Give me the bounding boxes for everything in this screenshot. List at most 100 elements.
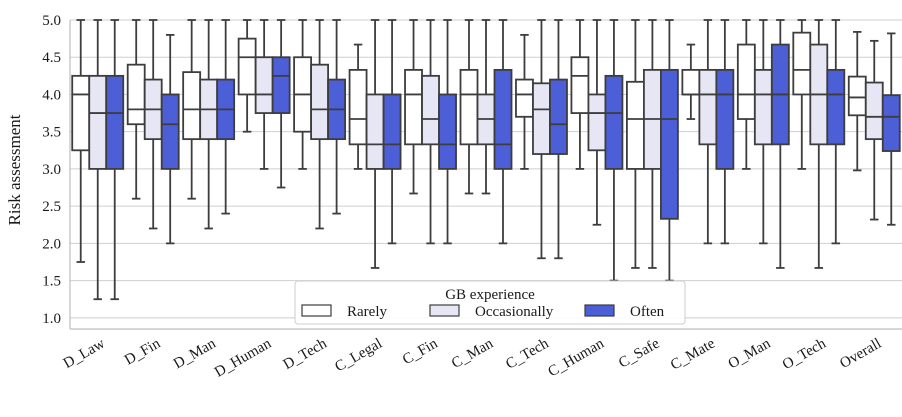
box-rarely-o_tech [792, 19, 812, 170]
box-rarely-c_tech [515, 33, 534, 170]
iqr-box [792, 31, 812, 96]
box-often-c_fin [438, 19, 457, 245]
iqr-box [753, 68, 773, 146]
box-often-o_tech [826, 19, 846, 245]
box-often-c_mate [715, 19, 735, 245]
legend-title: GB experience [445, 287, 535, 303]
legend-swatch [429, 304, 460, 317]
x-tick-label: D_Fin [122, 335, 164, 368]
x-tick-label: Overall [837, 336, 884, 372]
box-occasionally-d_law [88, 19, 108, 301]
x-tick-label: O_Man [726, 335, 774, 372]
box-often-c_tech [549, 19, 568, 260]
x-tick-label: C_Tech [503, 335, 552, 372]
box-occasionally-c_legal [365, 19, 385, 269]
box-often-overall [881, 32, 901, 226]
legend-label: Occasionally [475, 304, 554, 320]
box-occasionally-d_fin [143, 19, 163, 230]
y-axis-label: Risk assessment [5, 114, 24, 225]
x-tick-label: D_Human [212, 335, 275, 380]
iqr-box [365, 93, 385, 170]
y-tick-label: 1.5 [42, 274, 61, 290]
iqr-box [864, 81, 884, 141]
x-tick-label: C_Fin [400, 335, 441, 368]
iqr-box [237, 37, 257, 96]
iqr-box [736, 43, 756, 120]
iqr-box [698, 68, 718, 146]
box-rarely-d_man [182, 19, 202, 200]
x-tick-label: C_Mate [668, 335, 718, 373]
iqr-box [88, 74, 108, 170]
iqr-box [421, 74, 440, 146]
y-tick-label: 4.0 [42, 87, 61, 103]
iqr-box [549, 78, 568, 155]
x-tick-label: C_Man [449, 335, 496, 372]
box-occasionally-c_man [476, 19, 496, 195]
iqr-box [847, 75, 867, 117]
x-tick-label: D_Tech [281, 335, 330, 373]
legend-item-occasionally: Occasionally [429, 304, 554, 320]
box-often-d_human [271, 19, 291, 189]
box-occasionally-c_safe [643, 19, 662, 269]
iqr-box [438, 93, 457, 170]
x-tick-label: D_Law [61, 336, 108, 372]
iqr-box [310, 63, 330, 141]
box-often-d_man [216, 19, 236, 215]
box-occasionally-d_tech [310, 19, 330, 230]
box-rarely-d_tech [293, 19, 313, 170]
iqr-box [105, 74, 125, 170]
iqr-box [881, 94, 901, 152]
y-tick-label: 4.5 [42, 50, 61, 66]
iqr-box [532, 82, 551, 155]
legend-item-rarely: Rarely [301, 304, 387, 320]
box-rarely-c_human [570, 19, 590, 170]
y-tick-label: 3.5 [42, 125, 61, 141]
legend-swatch [301, 304, 332, 317]
box-often-c_man [493, 19, 513, 245]
x-tick-label: C_Safe [616, 335, 663, 371]
iqr-box [660, 68, 679, 220]
iqr-box [404, 68, 423, 146]
iqr-box [126, 63, 146, 126]
box-rarely-overall [847, 31, 867, 172]
box-often-o_man [770, 19, 790, 269]
iqr-box [459, 68, 479, 146]
y-tick-label: 2.0 [42, 236, 61, 252]
box-often-d_fin [160, 33, 180, 245]
legend-label: Often [630, 304, 665, 320]
legend: GB experience Rarely Occasionally Often [294, 280, 686, 325]
iqr-box [626, 80, 645, 170]
legend-swatch [584, 304, 615, 317]
legend-label: Rarely [347, 304, 387, 320]
box-occasionally-c_mate [698, 19, 718, 245]
iqr-box [271, 56, 291, 114]
x-tick-label: C_Legal [332, 336, 385, 376]
box-often-c_human [604, 19, 624, 282]
y-tick-label: 1.0 [42, 311, 61, 327]
legend-item-often: Often [584, 304, 665, 320]
box-occasionally-overall [864, 39, 884, 221]
iqr-box [254, 56, 274, 114]
y-tick-label: 3.0 [42, 162, 61, 178]
iqr-box [715, 68, 735, 170]
iqr-box [681, 68, 701, 96]
y-tick-label: 2.5 [42, 199, 61, 215]
iqr-box [160, 93, 180, 170]
iqr-box [570, 56, 590, 114]
iqr-box [826, 68, 846, 146]
iqr-box [382, 93, 402, 170]
iqr-box [182, 71, 202, 141]
box-occasionally-d_man [199, 19, 219, 230]
iqr-box [348, 68, 368, 146]
iqr-box [71, 74, 91, 152]
iqr-box [515, 78, 534, 118]
y-tick-label: 5.0 [42, 13, 61, 29]
x-tick-label: O_Tech [780, 335, 829, 373]
iqr-box [604, 74, 624, 170]
box-occasionally-c_human [587, 19, 607, 226]
iqr-box [493, 68, 513, 170]
box-often-c_legal [382, 19, 402, 245]
box-rarely-o_man [736, 19, 756, 170]
iqr-box [587, 93, 607, 152]
